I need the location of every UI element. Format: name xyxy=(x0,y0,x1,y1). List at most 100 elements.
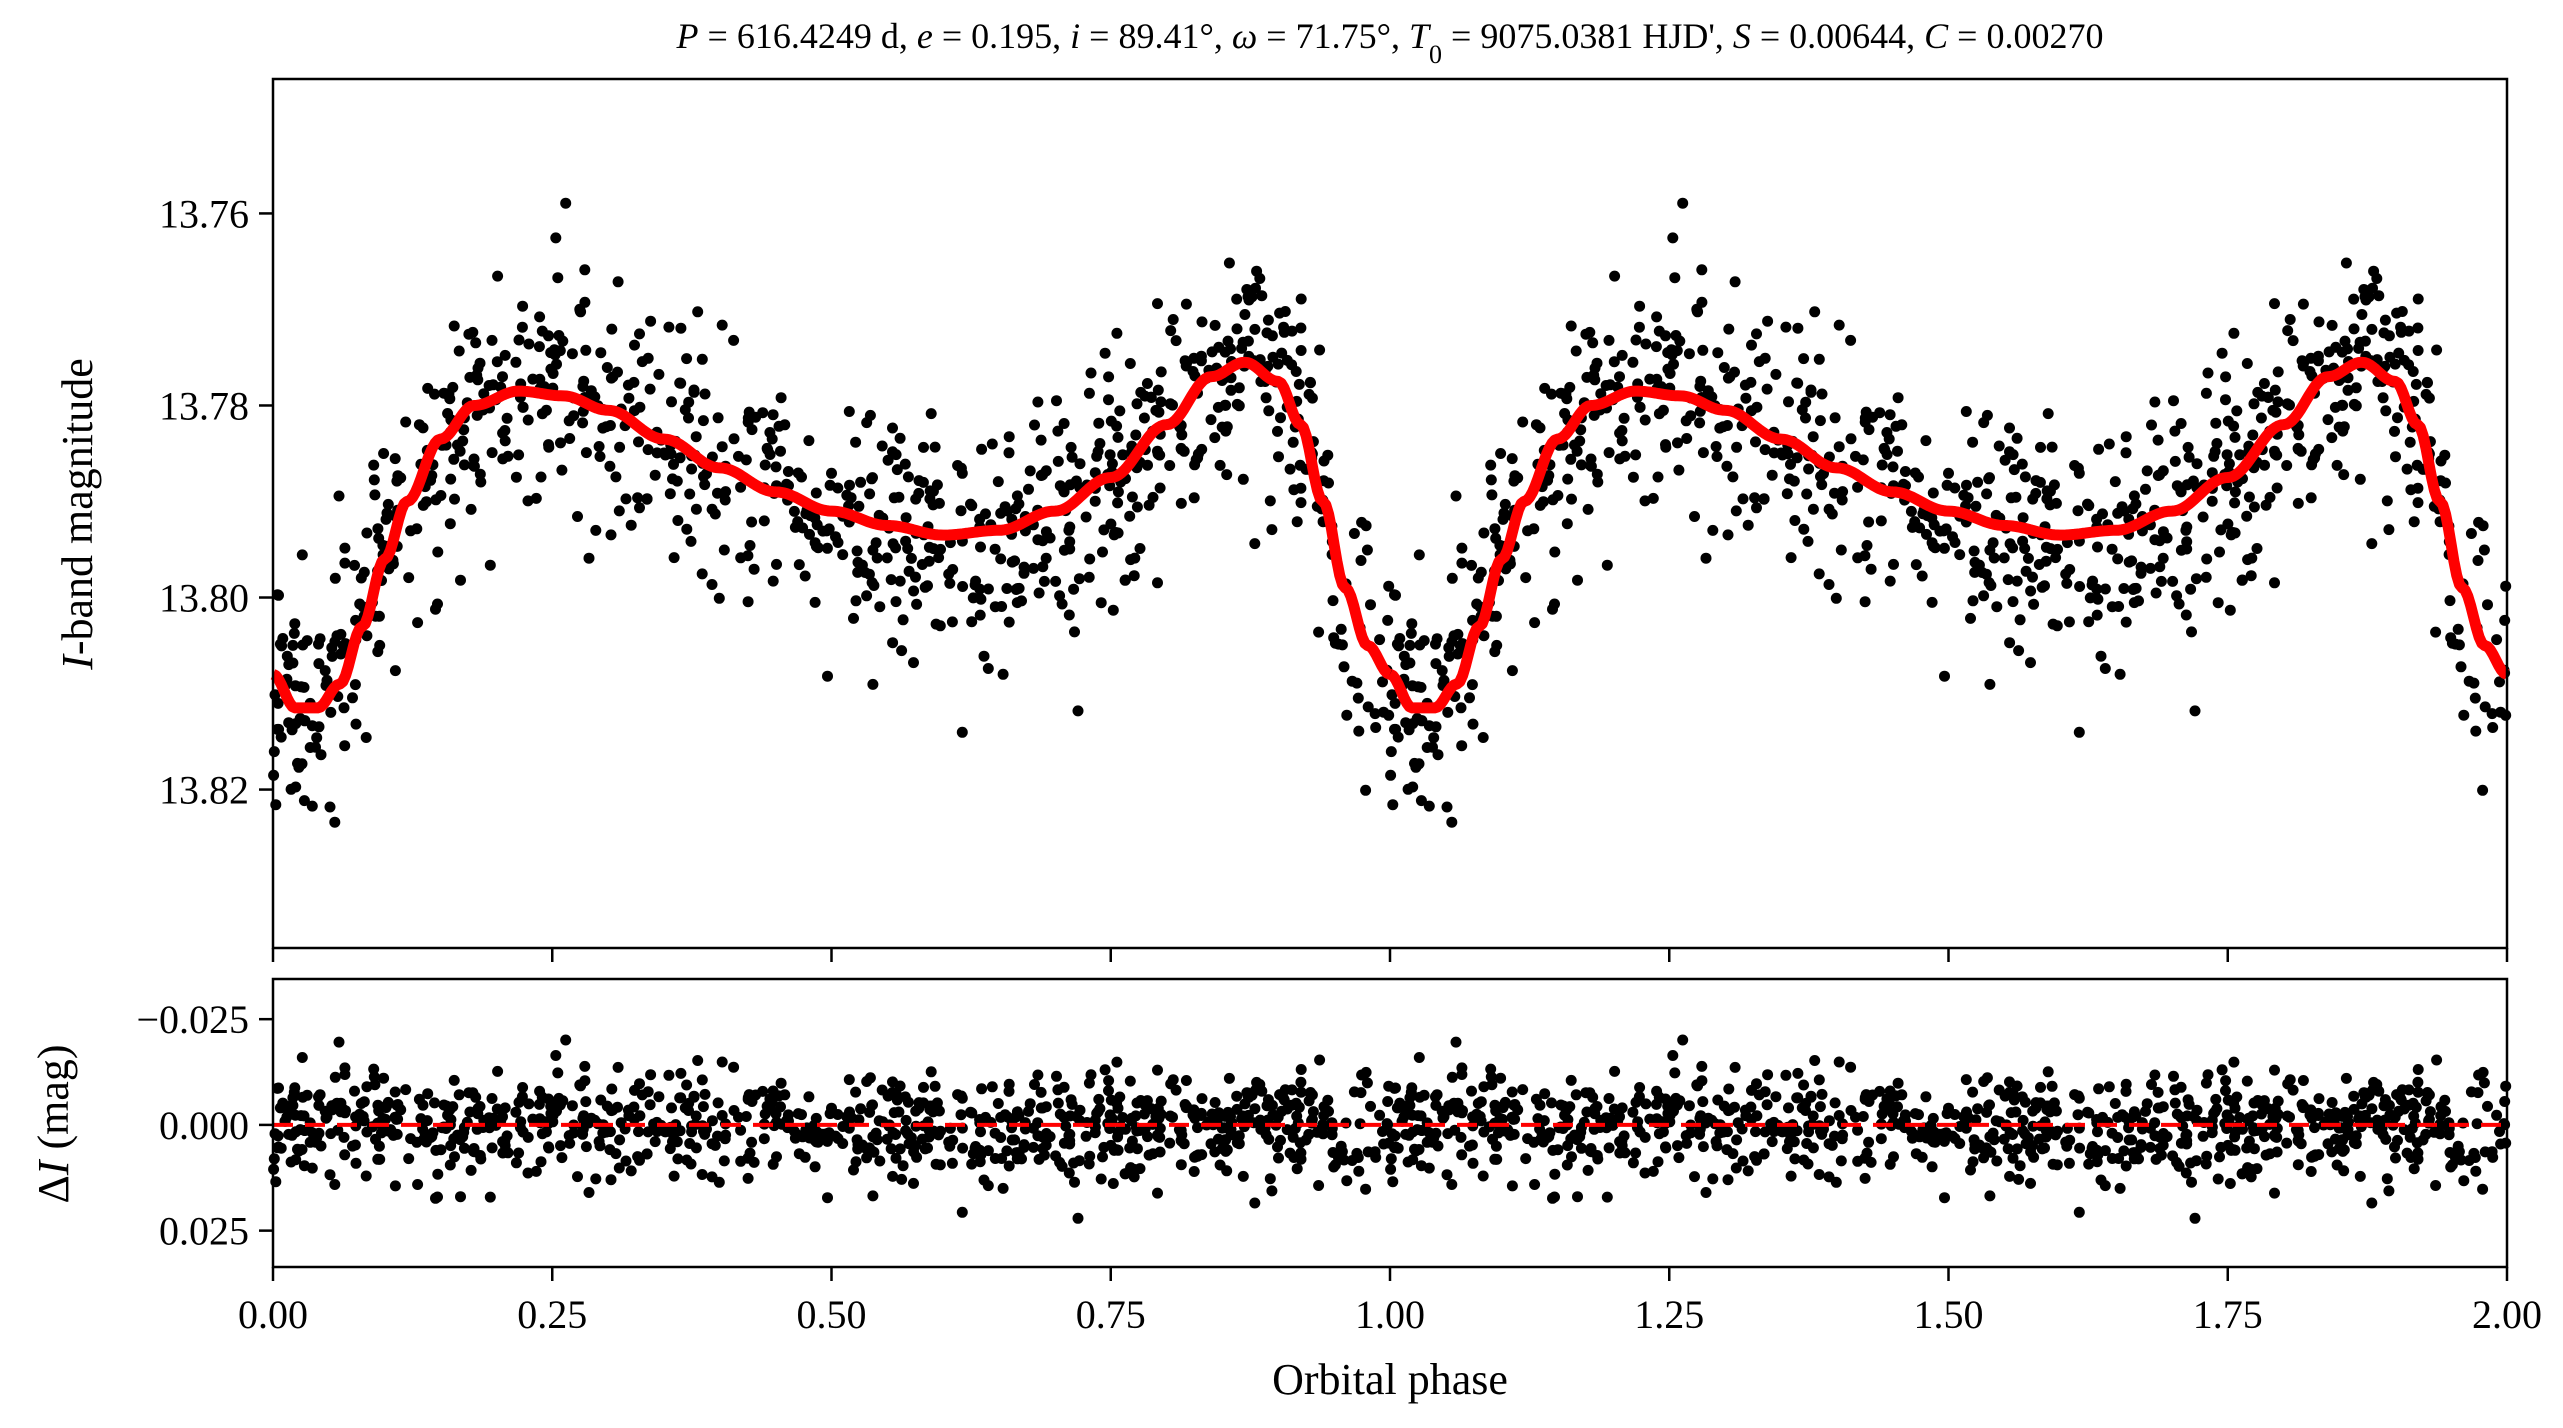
residual-point xyxy=(333,1036,345,1048)
residual-point xyxy=(2304,1109,2316,1121)
observation-point xyxy=(607,371,619,383)
y-tick-label: 13.82 xyxy=(159,768,249,813)
observation-point xyxy=(1569,439,1580,451)
observation-point xyxy=(2487,722,2499,733)
observation-point xyxy=(2269,577,2280,589)
observation-point xyxy=(551,358,562,370)
observation-point xyxy=(644,383,656,395)
observation-point xyxy=(1529,617,1541,629)
observation-point xyxy=(1512,472,1524,484)
observation-point xyxy=(2182,441,2194,453)
observation-point xyxy=(2482,599,2493,611)
observation-point xyxy=(449,493,460,505)
observation-point xyxy=(319,665,331,677)
observation-point xyxy=(1739,379,1751,391)
observation-point xyxy=(759,459,771,471)
residual-point xyxy=(1954,1138,1966,1149)
residual-point xyxy=(1740,1110,1752,1122)
observation-point xyxy=(1723,323,1735,335)
residual-point xyxy=(1085,1069,1097,1081)
residual-point xyxy=(298,1110,310,1122)
observation-point xyxy=(2150,587,2162,599)
residual-point xyxy=(442,1109,454,1121)
observation-point xyxy=(900,512,912,524)
observation-point xyxy=(2401,463,2413,475)
observation-point xyxy=(2472,555,2484,566)
residual-point xyxy=(666,1102,677,1114)
residual-point xyxy=(435,1144,447,1156)
observation-point xyxy=(809,596,821,608)
residual-point xyxy=(413,1093,425,1105)
observation-point xyxy=(925,408,937,420)
residual-point xyxy=(1294,1137,1306,1149)
observation-point xyxy=(313,658,325,670)
observation-point xyxy=(1711,451,1723,462)
observation-point xyxy=(2243,491,2255,503)
residual-point xyxy=(1722,1174,1734,1186)
observation-point xyxy=(1520,572,1532,584)
observation-point xyxy=(1195,350,1207,362)
observation-point xyxy=(1807,431,1819,443)
observation-point xyxy=(1134,543,1146,554)
observation-point xyxy=(339,542,351,554)
observation-point xyxy=(1561,393,1573,405)
observation-point xyxy=(902,471,914,483)
observation-point xyxy=(1452,648,1464,660)
residual-point xyxy=(1430,1127,1442,1139)
observation-point xyxy=(1284,463,1296,475)
residual-point xyxy=(2228,1056,2240,1068)
observation-point xyxy=(2366,323,2378,335)
y-tick-label: 0.025 xyxy=(159,1209,249,1254)
residual-point xyxy=(1250,1084,1261,1096)
residual-point xyxy=(458,1126,470,1138)
observation-point xyxy=(696,353,708,365)
residual-point xyxy=(1876,1108,1888,1120)
observation-point xyxy=(492,270,504,282)
observation-point xyxy=(540,404,552,416)
observation-point xyxy=(1958,489,1970,501)
observation-point xyxy=(1029,419,1040,431)
residual-point xyxy=(918,1081,929,1093)
observation-point xyxy=(1135,386,1147,398)
observation-point xyxy=(297,639,309,651)
observation-point xyxy=(1264,495,1276,507)
observation-point xyxy=(413,419,425,431)
residual-point xyxy=(1313,1180,1325,1191)
observation-point xyxy=(368,459,380,471)
observation-point xyxy=(1080,511,1092,523)
residual-point xyxy=(1112,1102,1124,1114)
residual-point xyxy=(1073,1155,1085,1167)
observation-point xyxy=(986,438,998,450)
residual-point xyxy=(296,1052,308,1063)
y-tick-label: 13.76 xyxy=(159,191,249,236)
observation-point xyxy=(890,449,902,461)
observation-point xyxy=(1800,412,1811,424)
residual-point xyxy=(2093,1083,2105,1095)
observation-point xyxy=(903,565,915,577)
residual-point xyxy=(486,1093,498,1104)
residual-point xyxy=(2491,1109,2503,1121)
observation-point xyxy=(2412,345,2424,356)
residual-point xyxy=(293,1145,305,1157)
residual-point xyxy=(1069,1176,1080,1188)
observation-point xyxy=(1196,443,1208,455)
observation-point xyxy=(713,592,725,604)
observation-point xyxy=(1689,511,1700,522)
residual-point xyxy=(1356,1069,1368,1081)
residual-point xyxy=(580,1096,592,1108)
observation-point xyxy=(1011,490,1023,502)
observation-point xyxy=(1187,366,1199,377)
observation-point xyxy=(2368,265,2380,277)
observation-point xyxy=(692,306,704,318)
residual-point xyxy=(370,1133,381,1145)
observation-point xyxy=(1639,414,1651,426)
observation-point xyxy=(2114,668,2126,680)
residual-point xyxy=(924,1100,936,1112)
residual-point xyxy=(850,1086,862,1098)
residual-point xyxy=(1382,1096,1394,1107)
residual-point xyxy=(1328,1161,1340,1173)
observation-point xyxy=(1730,505,1742,517)
observation-point xyxy=(2381,495,2393,507)
residual-point xyxy=(837,1138,849,1149)
residual-point xyxy=(378,1072,390,1084)
